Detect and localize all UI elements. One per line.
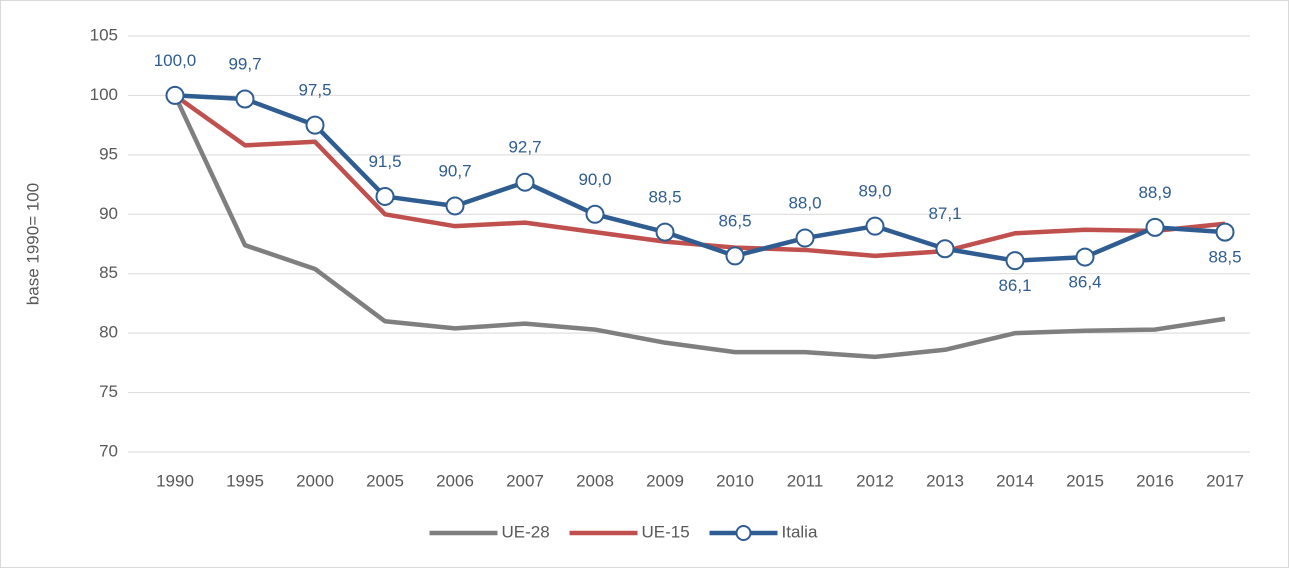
series-line [174, 93, 1226, 263]
x-tick-label: 2013 [926, 471, 964, 490]
data-label: 88,5 [1208, 248, 1241, 267]
y-tick-label: 95 [99, 144, 118, 163]
data-point [935, 239, 955, 259]
x-tick-label: 2009 [646, 471, 684, 490]
data-point [1145, 217, 1165, 237]
x-tick-label: 1995 [226, 471, 264, 490]
x-tick-label: 2000 [296, 471, 334, 490]
data-point [725, 246, 745, 266]
data-label: 86,5 [718, 211, 751, 230]
y-tick-label: 75 [99, 382, 118, 401]
data-point [795, 228, 815, 248]
x-tick-label: 2005 [366, 471, 404, 490]
data-point [1075, 247, 1095, 267]
data-point [305, 115, 325, 135]
y-tick-label: 100 [90, 85, 118, 104]
legend-label: UE-28 [502, 522, 550, 541]
data-point [235, 89, 255, 109]
legend-label: UE-15 [642, 522, 690, 541]
data-label: 89,0 [858, 182, 891, 201]
legend-label: Italia [782, 522, 818, 541]
x-tick-label: 2008 [576, 471, 614, 490]
data-label: 97,5 [298, 81, 331, 100]
data-point [375, 186, 395, 206]
data-label: 100,0 [154, 51, 197, 70]
data-label: 86,4 [1068, 273, 1101, 292]
y-tick-label: 85 [99, 263, 118, 282]
data-label: 88,9 [1138, 183, 1171, 202]
x-tick-label: 2006 [436, 471, 474, 490]
x-tick-label: 2007 [506, 471, 544, 490]
data-label: 92,7 [508, 138, 541, 157]
data-point [865, 216, 885, 236]
x-tick-label: 1990 [156, 471, 194, 490]
y-tick-label: 90 [99, 204, 118, 223]
y-tick-label: 70 [99, 441, 118, 460]
series-line [172, 94, 1226, 360]
x-tick-label: 2010 [716, 471, 754, 490]
data-label: 99,7 [228, 54, 261, 73]
y-axis-title: base 1990= 100 [23, 183, 42, 305]
x-tick-label: 2011 [787, 471, 824, 490]
data-label: 86,1 [998, 276, 1031, 295]
y-tick-label: 80 [99, 323, 118, 342]
x-tick-label: 2017 [1206, 471, 1244, 490]
x-tick-label: 2016 [1136, 471, 1174, 490]
data-point [515, 172, 535, 192]
data-label: 88,5 [648, 188, 681, 207]
data-point [1005, 251, 1025, 271]
data-label: 88,0 [788, 194, 821, 213]
data-label: 91,5 [368, 152, 401, 171]
y-tick-label: 105 [90, 25, 118, 44]
data-point [445, 196, 465, 216]
data-label: 90,0 [578, 170, 611, 189]
data-label: 87,1 [928, 204, 961, 223]
legend-marker [735, 525, 752, 541]
data-point [1215, 222, 1235, 242]
data-point [655, 222, 675, 242]
data-point [585, 204, 605, 224]
data-point [165, 85, 185, 105]
x-tick-label: 2012 [856, 471, 894, 490]
x-tick-label: 2015 [1066, 471, 1104, 490]
x-tick-label: 2014 [996, 471, 1034, 490]
data-label: 90,7 [438, 161, 471, 180]
